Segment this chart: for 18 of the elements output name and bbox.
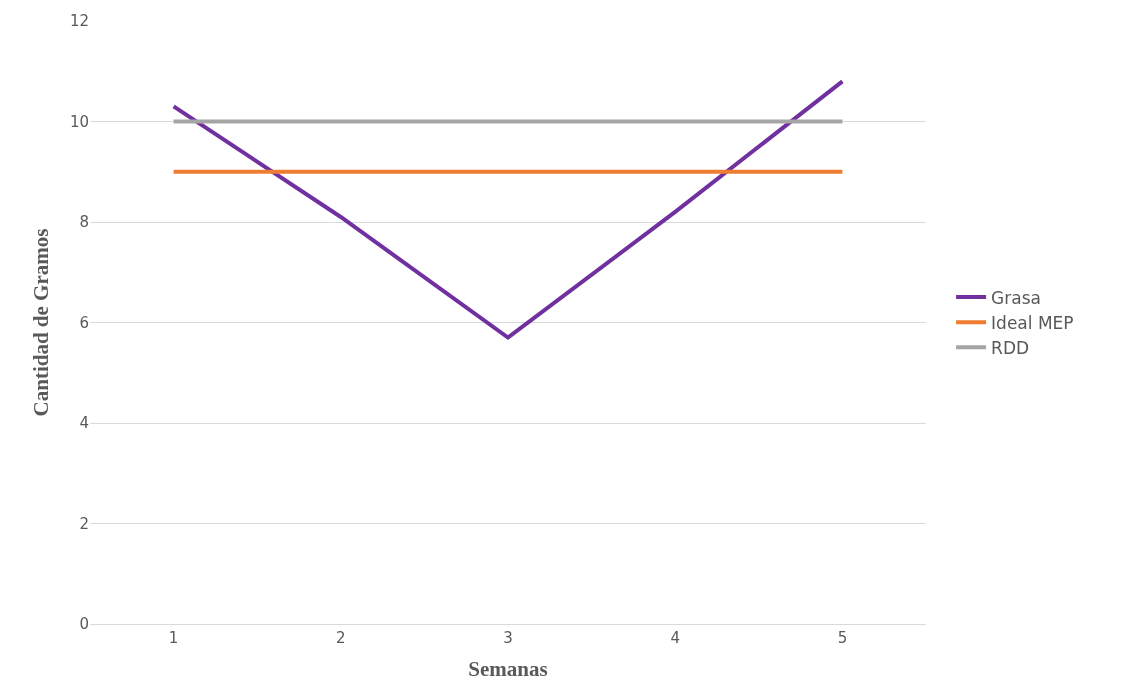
y-tick-label: 2 [79, 514, 89, 533]
line-series [171, 79, 845, 340]
x-tick-label: 4 [670, 629, 680, 647]
legend-label: Grasa [991, 287, 1041, 308]
x-tick-label: 3 [503, 629, 513, 647]
y-tick-label: 10 [69, 112, 89, 131]
legend-label: Ideal MEP [991, 312, 1074, 333]
x-tick-label: 5 [837, 629, 848, 647]
legend-label: RDD [991, 337, 1030, 358]
x-tick-label: 1 [168, 629, 179, 647]
x-axis-title: Semanas [468, 657, 548, 682]
y-tick-label: 6 [79, 313, 89, 332]
y-tick-label: 8 [79, 213, 89, 232]
y-tick-label: 12 [69, 12, 89, 31]
y-tick-label: 0 [79, 615, 89, 634]
y-tick-label: 4 [79, 414, 89, 433]
x-tick-label: 2 [336, 629, 346, 647]
y-axis-title: Cantidad de Gramos [29, 228, 54, 417]
